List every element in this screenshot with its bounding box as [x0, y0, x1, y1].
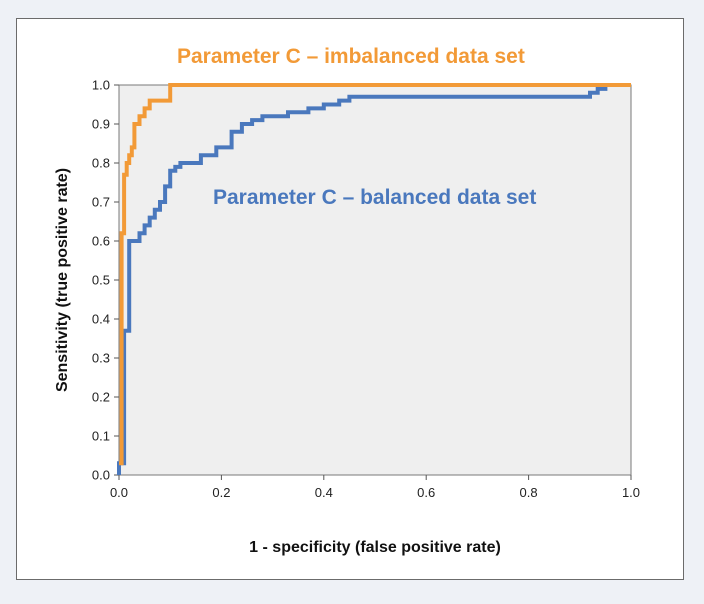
- x-tick-label: 0.6: [417, 485, 435, 500]
- x-tick-label: 0.8: [520, 485, 538, 500]
- y-tick-label: 0.5: [92, 273, 110, 288]
- y-tick-label: 0.8: [92, 156, 110, 171]
- y-tick-label: 0.2: [92, 390, 110, 405]
- plot-area: [118, 84, 632, 476]
- chart-frame: 0.0 0.1 0.2 0.3 0.4 0.5 0.6 0.7 0.8 0.9 1.0 0.0 0.2 0…: [16, 18, 684, 580]
- series-line-imbalanced: [119, 83, 631, 466]
- y-tick-label: 0.0: [92, 468, 110, 483]
- series-line-balanced: [117, 83, 631, 475]
- y-tick-label: 0.1: [92, 429, 110, 444]
- x-tick-label: 0.4: [315, 485, 333, 500]
- series-label-balanced: Parameter C – balanced data set: [213, 186, 536, 209]
- y-tick-label: 0.4: [92, 312, 110, 327]
- roc-chart: 0.0 0.1 0.2 0.3 0.4 0.5 0.6 0.7 0.8 0.9 1.0 0.0 0.2 0…: [54, 45, 640, 556]
- y-tick-label: 0.9: [92, 117, 110, 132]
- y-tick-label: 0.7: [92, 195, 110, 210]
- x-tick-label: 0.0: [110, 485, 128, 500]
- y-tick-label: 0.6: [92, 234, 110, 249]
- x-axis-title: 1 - specificity (false positive rate): [249, 539, 501, 556]
- series-label-imbalanced: Parameter C – imbalanced data set: [177, 45, 525, 68]
- x-tick-label: 1.0: [622, 485, 640, 500]
- y-tick-label: 1.0: [92, 78, 110, 93]
- y-tick-label: 0.3: [92, 351, 110, 366]
- y-axis-title: Sensitivity (true positive rate): [54, 168, 71, 392]
- x-tick-label: 0.2: [212, 485, 230, 500]
